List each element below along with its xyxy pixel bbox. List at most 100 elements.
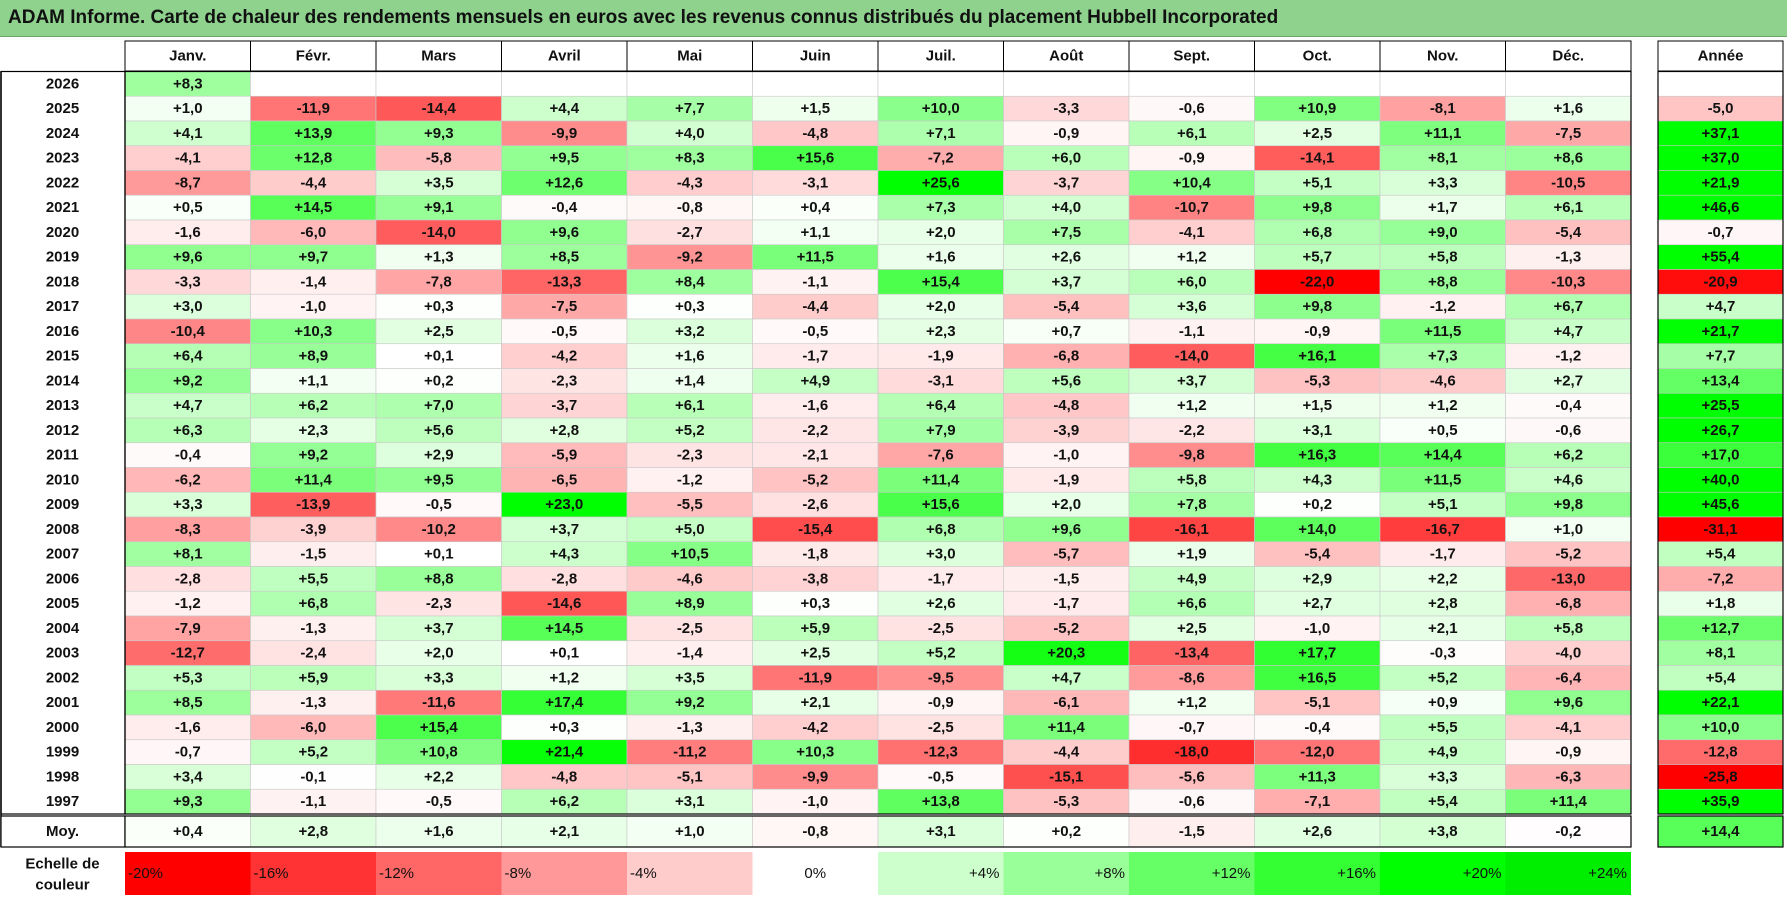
heatmap-cell [626,71,753,97]
cell-value: -5,1 [677,768,703,785]
heatmap-cell [1128,244,1255,270]
cell-value: -1,6 [802,397,828,414]
heatmap-cell [1254,566,1381,592]
heatmap-cell [1003,739,1130,765]
heatmap-cell [626,491,753,518]
cell-value: -0,7 [175,744,201,761]
heatmap-cell [626,615,753,642]
heatmap-cell [877,343,1004,369]
average-annual-cell [1657,815,1784,848]
cell-value: +3,7 [1177,372,1207,389]
annual-cell [1657,590,1784,617]
cell-value: +15,4 [420,719,459,736]
heatmap-cell [1254,392,1381,419]
cell-value: -11,9 [297,100,330,117]
cell-value: -7,6 [928,447,954,464]
cell-value: -4,8 [551,768,577,785]
heatmap-cell [1379,467,1506,493]
cell-value: -1,4 [677,645,704,662]
heatmap-cell [626,194,753,221]
annual-value: +5,4 [1706,546,1736,563]
heatmap-cell [752,318,879,345]
cell-value: +2,0 [926,298,956,315]
cell-value: +6,4 [173,348,203,365]
annual-cell [1657,788,1784,815]
heatmap-cell [1379,541,1506,567]
cell-value: -5,2 [1053,620,1079,637]
heatmap-cell [375,516,502,543]
cell-value: -0,4 [1304,719,1331,736]
heatmap-cell [1003,541,1130,567]
cell-value: -0,6 [1555,422,1581,439]
annual-value: +17,0 [1702,447,1740,464]
cell-value: -1,6 [175,224,201,241]
year-label: 2003 [46,645,79,662]
heatmap-cell [375,764,502,790]
cell-value: -3,3 [1053,100,1079,117]
cell-value: -7,8 [426,273,452,290]
heatmap-cell [626,95,753,122]
cell-value: +8,5 [549,249,579,266]
heatmap-cell [1379,343,1506,369]
heatmap-cell [1003,615,1130,642]
heatmap-cell [1505,541,1632,567]
cell-value: -15,1 [1049,768,1083,785]
month-header-cell [1505,40,1632,72]
heatmap-cell [250,541,377,567]
cell-value: -1,3 [300,694,326,711]
heatmap-cell [1128,615,1255,642]
heatmap-cell [250,145,377,171]
heatmap-cell [250,788,377,815]
heatmap-cell [752,467,879,493]
cell-value: +5,9 [298,669,328,686]
cell-value: +2,0 [1051,496,1081,513]
cell-value: -1,5 [300,546,326,563]
cell-value: +11,5 [1424,471,1461,488]
scale-step-label: +12% [1212,865,1251,882]
cell-value: +9,0 [1428,224,1458,241]
title-bar: ADAM Informe. Carte de chaleur des rende… [0,0,1787,37]
cell-value: -2,3 [426,595,452,612]
annual-value: +13,4 [1702,372,1741,389]
cell-value: +9,6 [1051,521,1081,538]
cell-value: +6,4 [926,397,956,414]
heatmap-cell [375,293,502,320]
year-label: 2026 [46,75,79,92]
cell-value: +2,9 [1302,570,1332,587]
cell-value: +7,3 [926,199,956,216]
heatmap-cell [375,368,502,394]
heatmap-cell [877,95,1004,122]
heatmap-cell [1505,714,1632,741]
heatmap-cell [1003,318,1130,345]
cell-value: +15,6 [796,150,834,167]
heatmap-cell [626,145,753,171]
cell-value: -4,1 [175,150,201,167]
heatmap-cell [877,269,1004,295]
cell-value: +11,4 [1048,719,1086,736]
annual-cell [1657,343,1784,369]
heatmap-cell [1003,665,1130,691]
year-label: 2001 [46,694,79,711]
cell-value: -0,8 [677,199,703,216]
scale-swatch [878,852,1004,895]
annual-cell [1657,318,1784,345]
heatmap-cell [375,541,502,567]
annual-value: -25,8 [1703,768,1737,785]
cell-value: -2,2 [1179,422,1205,439]
cell-value: -7,2 [928,150,954,167]
cell-value: +3,0 [173,298,203,315]
cell-value: +2,7 [1553,372,1583,389]
heatmap-cell [1003,293,1130,320]
year-label: 2013 [46,397,79,414]
scale-step-label: +24% [1588,865,1627,882]
annual-cell [1657,71,1784,97]
annual-value: +12,7 [1702,620,1740,637]
month-header: Janv. [169,48,206,65]
cell-value: +5,7 [1302,249,1332,266]
cell-value: -5,9 [551,447,577,464]
cell-value: +9,5 [424,471,454,488]
heatmap-cell [626,714,753,741]
annual-cell [1657,541,1784,567]
heatmap-cell [250,590,377,617]
year-label: 2008 [46,521,79,538]
